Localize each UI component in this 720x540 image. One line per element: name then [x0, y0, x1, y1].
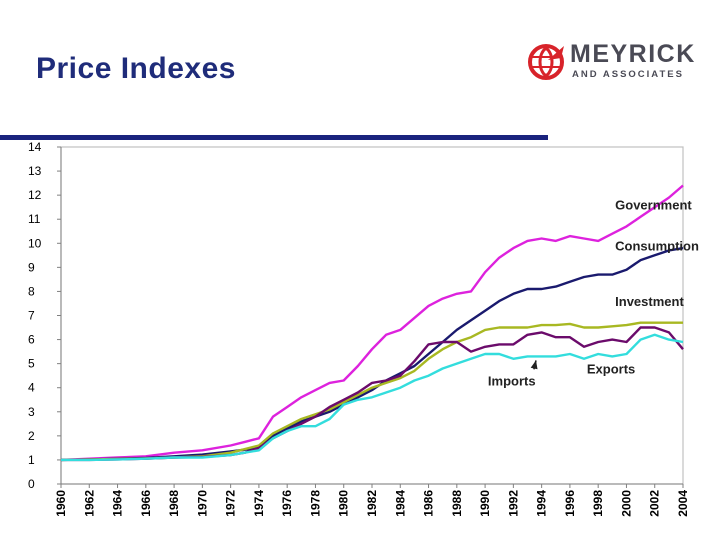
annotation-government: Government: [615, 198, 692, 213]
x-tick-label: 1996: [563, 490, 577, 517]
y-tick-label: 10: [28, 236, 42, 250]
y-tick-label: 8: [28, 284, 35, 298]
x-tick-label: 1990: [478, 490, 492, 517]
title-rule: [0, 135, 548, 140]
annotation-imports: Imports: [488, 373, 536, 388]
x-tick-label: 1980: [337, 490, 351, 517]
y-tick-label: 7: [28, 309, 35, 323]
x-tick-label: 1964: [111, 490, 125, 517]
y-tick-label: 9: [28, 260, 35, 274]
x-tick-label: 1986: [422, 490, 436, 517]
series-line-imports: [61, 333, 684, 462]
x-tick-label: 1998: [591, 490, 605, 517]
y-tick-label: 14: [28, 140, 42, 154]
y-tick-label: 1: [28, 453, 35, 467]
x-tick-label: 1966: [139, 490, 153, 517]
x-tick-label: 2002: [648, 490, 662, 517]
x-tick-label: 1992: [506, 490, 520, 517]
x-tick-label: 1970: [195, 490, 209, 517]
y-tick-label: 2: [28, 429, 35, 443]
x-tick-label: 1968: [167, 490, 181, 517]
logo-name: MEYRICK: [570, 40, 696, 68]
x-tick-label: 1984: [393, 490, 407, 517]
imports-arrow-head: [530, 360, 538, 370]
series-line-government: [60, 184, 684, 462]
x-tick-label: 1960: [54, 490, 68, 517]
x-tick-label: 1976: [280, 490, 294, 517]
y-tick-label: 0: [28, 477, 35, 491]
y-tick-label: 12: [28, 188, 42, 202]
x-tick-label: 1988: [450, 490, 464, 517]
y-tick-label: 4: [28, 381, 35, 395]
x-tick-label: 2004: [676, 490, 690, 517]
x-tick-label: 1972: [224, 490, 238, 517]
x-tick-label: 1962: [82, 490, 96, 517]
y-tick-label: 3: [28, 405, 35, 419]
x-tick-label: 1978: [308, 490, 322, 517]
annotation-exports: Exports: [587, 361, 635, 376]
annotation-consumption: Consumption: [615, 239, 699, 254]
x-tick-label: 1974: [252, 490, 266, 517]
x-tick-label: 1982: [365, 490, 379, 517]
logo-globe-icon: [528, 44, 564, 80]
x-tick-label: 2000: [619, 490, 633, 517]
page-title: Price Indexes: [36, 52, 236, 85]
y-tick-label: 13: [28, 164, 42, 178]
x-tick-label: 1994: [535, 490, 549, 517]
logo-tagline: AND ASSOCIATES: [572, 69, 684, 80]
series-line-investment: [60, 321, 683, 462]
company-logo: MEYRICK AND ASSOCIATES: [526, 40, 706, 84]
plot-area: [60, 146, 684, 485]
y-tick-label: 6: [28, 333, 35, 347]
y-tick-label: 11: [28, 212, 41, 226]
annotation-investment: Investment: [615, 294, 684, 309]
y-tick-label: 5: [28, 357, 35, 371]
